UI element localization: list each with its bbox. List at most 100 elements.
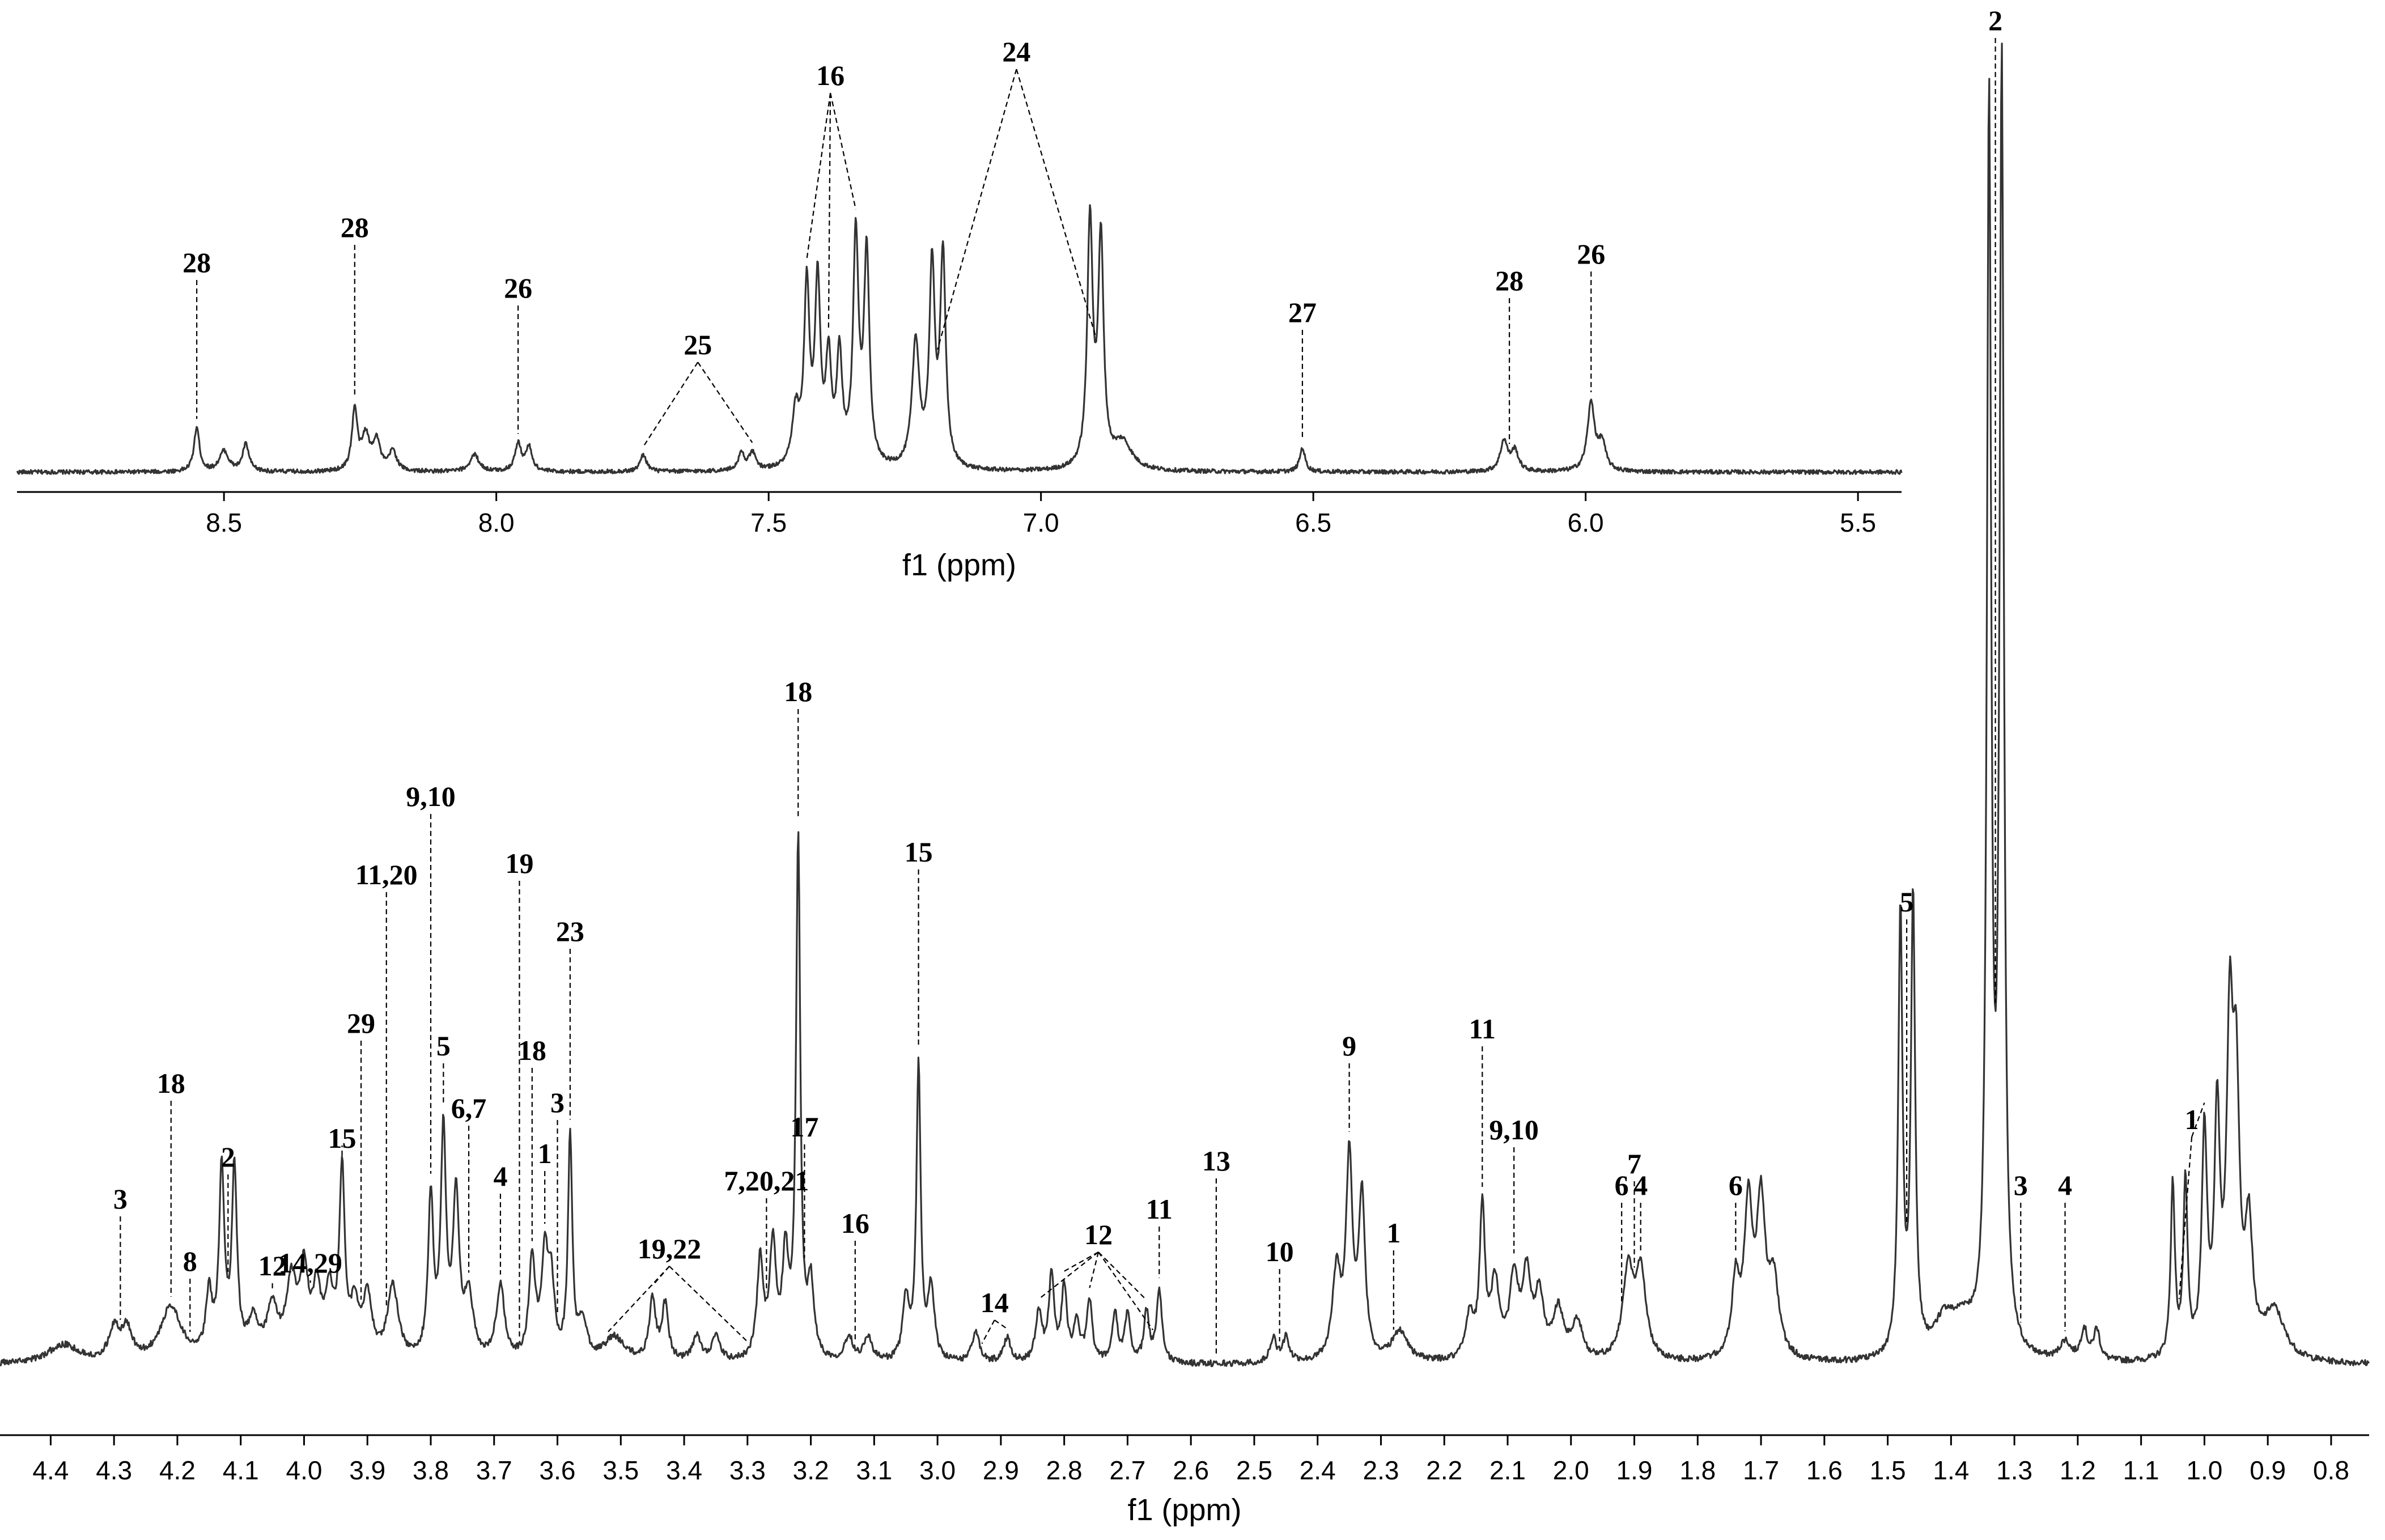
x-tick-label: 7.0 [1023, 508, 1059, 537]
spectrum-trace-aromatic [16, 204, 1903, 475]
peak-label: 26 [1577, 238, 1605, 270]
x-ticks-aliphatic: 4.4 4.3 4.2 4.1 4.0 3.9 3.8 3.7 3.6 3.5 3.4 3.3 3.2 3… [32, 1435, 2349, 1485]
x-tick-label: 8.5 [206, 508, 242, 537]
x-tick-label: 0.9 [2250, 1456, 2286, 1485]
x-tick-label: 4.4 [32, 1456, 69, 1485]
aromatic-region-spectrum: 8.5 8.0 7.5 7.0 6.5 6.0 5.5 28 28 26 25 16 24 27 28 26… [16, 36, 1903, 582]
peak-label: 10 [1266, 1236, 1294, 1267]
peak-leader-line [608, 1266, 670, 1333]
x-tick-label: 1.4 [1933, 1456, 1969, 1485]
x-tick-label: 8.0 [478, 508, 515, 537]
peak-label: 9,10 [1489, 1114, 1539, 1146]
peak-label: 14 [981, 1287, 1009, 1318]
x-tick-label: 3.8 [413, 1456, 449, 1485]
peak-label: 11,20 [355, 859, 418, 890]
peak-label: 6 [1729, 1169, 1743, 1201]
peak-leader-line [1064, 1251, 1099, 1272]
peak-label: 24 [1002, 36, 1030, 67]
peak-label: 16 [816, 60, 844, 91]
x-tick-label: 3.6 [540, 1456, 576, 1485]
peak-label: 5 [436, 1030, 451, 1062]
peak-label: 3 [550, 1087, 565, 1118]
x-tick-label: 1.8 [1679, 1456, 1716, 1485]
x-tick-label: 4.3 [96, 1456, 132, 1485]
peak-label: 3 [113, 1183, 128, 1215]
x-tick-label: 2.5 [1236, 1456, 1272, 1485]
peak-label: 14,29 [278, 1247, 342, 1279]
x-tick-label: 3.1 [856, 1456, 892, 1485]
peak-label: 11 [1469, 1013, 1496, 1045]
peak-label: 18 [518, 1034, 546, 1066]
peak-label: 5 [1900, 886, 1914, 918]
peak-label: 28 [1495, 265, 1523, 296]
peak-leader-line [1089, 1251, 1100, 1288]
peak-label: 13 [1202, 1145, 1230, 1177]
x-tick-label: 1.2 [2060, 1456, 2096, 1485]
x-tick-label: 2.1 [1489, 1456, 1526, 1485]
x-tick-label: 4.1 [223, 1456, 259, 1485]
peak-label: 11 [1146, 1193, 1173, 1225]
peak-leader-line [827, 92, 831, 328]
x-tick-label: 1.7 [1743, 1456, 1779, 1485]
peak-label: 6 [1615, 1169, 1629, 1201]
peak-leader-line [697, 362, 753, 443]
peak-label: 26 [504, 272, 532, 304]
x-tick-label: 6.5 [1295, 508, 1331, 537]
peak-label: 4 [493, 1160, 507, 1192]
x-tick-label: 3.3 [729, 1456, 766, 1485]
peak-label: 9,10 [406, 780, 456, 812]
x-tick-label: 6.0 [1568, 508, 1604, 537]
peak-label: 8 [183, 1245, 197, 1277]
peak-label: 6,7 [451, 1092, 487, 1124]
peak-label: 28 [341, 211, 369, 243]
peak-leader-line [806, 92, 831, 260]
x-tick-label: 2.3 [1363, 1456, 1399, 1485]
peak-label: 23 [556, 915, 584, 947]
peak-label: 12 [258, 1250, 287, 1282]
peak-label: 4 [2058, 1169, 2072, 1201]
peak-leader-line [1098, 1251, 1154, 1330]
x-tick-label: 7.5 [750, 508, 787, 537]
peak-label: 7,20,21 [724, 1165, 809, 1197]
x-tick-label: 2.0 [1553, 1456, 1589, 1485]
peak-leader-line [994, 1320, 1008, 1330]
x-tick-label: 5.5 [1840, 508, 1876, 537]
peak-label: 19 [505, 847, 533, 879]
x-tick-label: 1.1 [2123, 1456, 2159, 1485]
peak-leader-line [1016, 69, 1096, 336]
spectrum-trace-aliphatic [0, 43, 2370, 1367]
peak-label: 1 [538, 1138, 552, 1169]
x-tick-label: 2.9 [983, 1456, 1019, 1485]
x-tick-label: 2.8 [1046, 1456, 1083, 1485]
peak-label: 19,22 [638, 1233, 702, 1265]
x-tick-label: 1.0 [2186, 1456, 2222, 1485]
peak-label: 28 [183, 247, 211, 278]
x-tick-label: 4.0 [286, 1456, 322, 1485]
peak-label: 1 [1386, 1217, 1401, 1249]
peak-label: 4 [1633, 1169, 1648, 1201]
peak-leader-line [2178, 1136, 2193, 1299]
peak-leader-line [2191, 1102, 2205, 1138]
peak-label: 7 [1627, 1148, 1641, 1180]
x-tick-label: 0.8 [2313, 1456, 2349, 1485]
peak-label: 1 [2185, 1104, 2199, 1135]
peak-leader-line [937, 69, 1017, 350]
x-tick-label: 2.2 [1426, 1456, 1462, 1485]
peak-label: 15 [905, 836, 933, 868]
peak-label: 9 [1342, 1030, 1356, 1062]
x-tick-label: 3.9 [349, 1456, 385, 1485]
x-tick-label: 1.5 [1870, 1456, 1906, 1485]
peak-leader-line [652, 1266, 670, 1287]
peak-label: 27 [1288, 296, 1317, 328]
peak-leader-line [1038, 1251, 1099, 1300]
peak-label: 12 [1084, 1219, 1113, 1250]
peak-label: 29 [347, 1007, 375, 1039]
x-tick-label: 3.7 [476, 1456, 512, 1485]
aliphatic-region-spectrum: 4.4 4.3 4.2 4.1 4.0 3.9 3.8 3.7 3.6 3.5 3.4 3.3 3.2 3… [0, 5, 2370, 1527]
peak-annotations-aromatic: 28 28 26 25 16 24 27 28 26 [183, 36, 1605, 447]
peak-label: 25 [684, 329, 712, 360]
peak-label: 18 [157, 1067, 185, 1099]
peak-label: 16 [841, 1207, 869, 1239]
x-tick-label: 3.4 [666, 1456, 702, 1485]
